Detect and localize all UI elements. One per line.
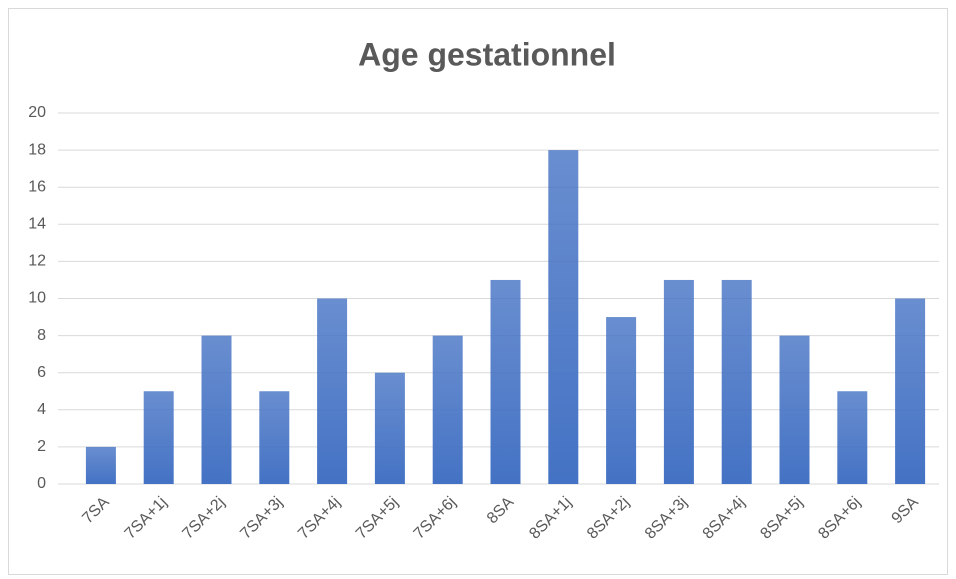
bar [374, 372, 405, 484]
bar [548, 150, 579, 484]
bar [85, 446, 116, 484]
y-tick-label: 2 [37, 438, 46, 455]
bar [779, 335, 810, 484]
y-tick-label: 10 [28, 290, 46, 307]
bar [432, 335, 463, 484]
y-tick-label: 20 [28, 104, 46, 121]
bar [721, 279, 752, 484]
y-tick-label: 16 [28, 178, 46, 195]
bar [490, 279, 521, 484]
y-tick-label: 18 [28, 141, 46, 158]
y-tick-label: 4 [37, 401, 46, 418]
bar [663, 279, 694, 484]
chart-title: Age gestationnel [358, 36, 616, 72]
bar [259, 391, 290, 484]
y-tick-label: 8 [37, 327, 46, 344]
bar [317, 298, 348, 484]
bar [201, 335, 232, 484]
chart-frame [8, 8, 948, 575]
y-tick-label: 12 [28, 253, 46, 270]
y-tick-label: 14 [28, 216, 46, 233]
y-tick-label: 0 [37, 475, 46, 492]
bar [895, 298, 926, 484]
bar [143, 391, 174, 484]
y-tick-label: 6 [37, 364, 46, 381]
bar [837, 391, 868, 484]
bar [606, 317, 637, 484]
